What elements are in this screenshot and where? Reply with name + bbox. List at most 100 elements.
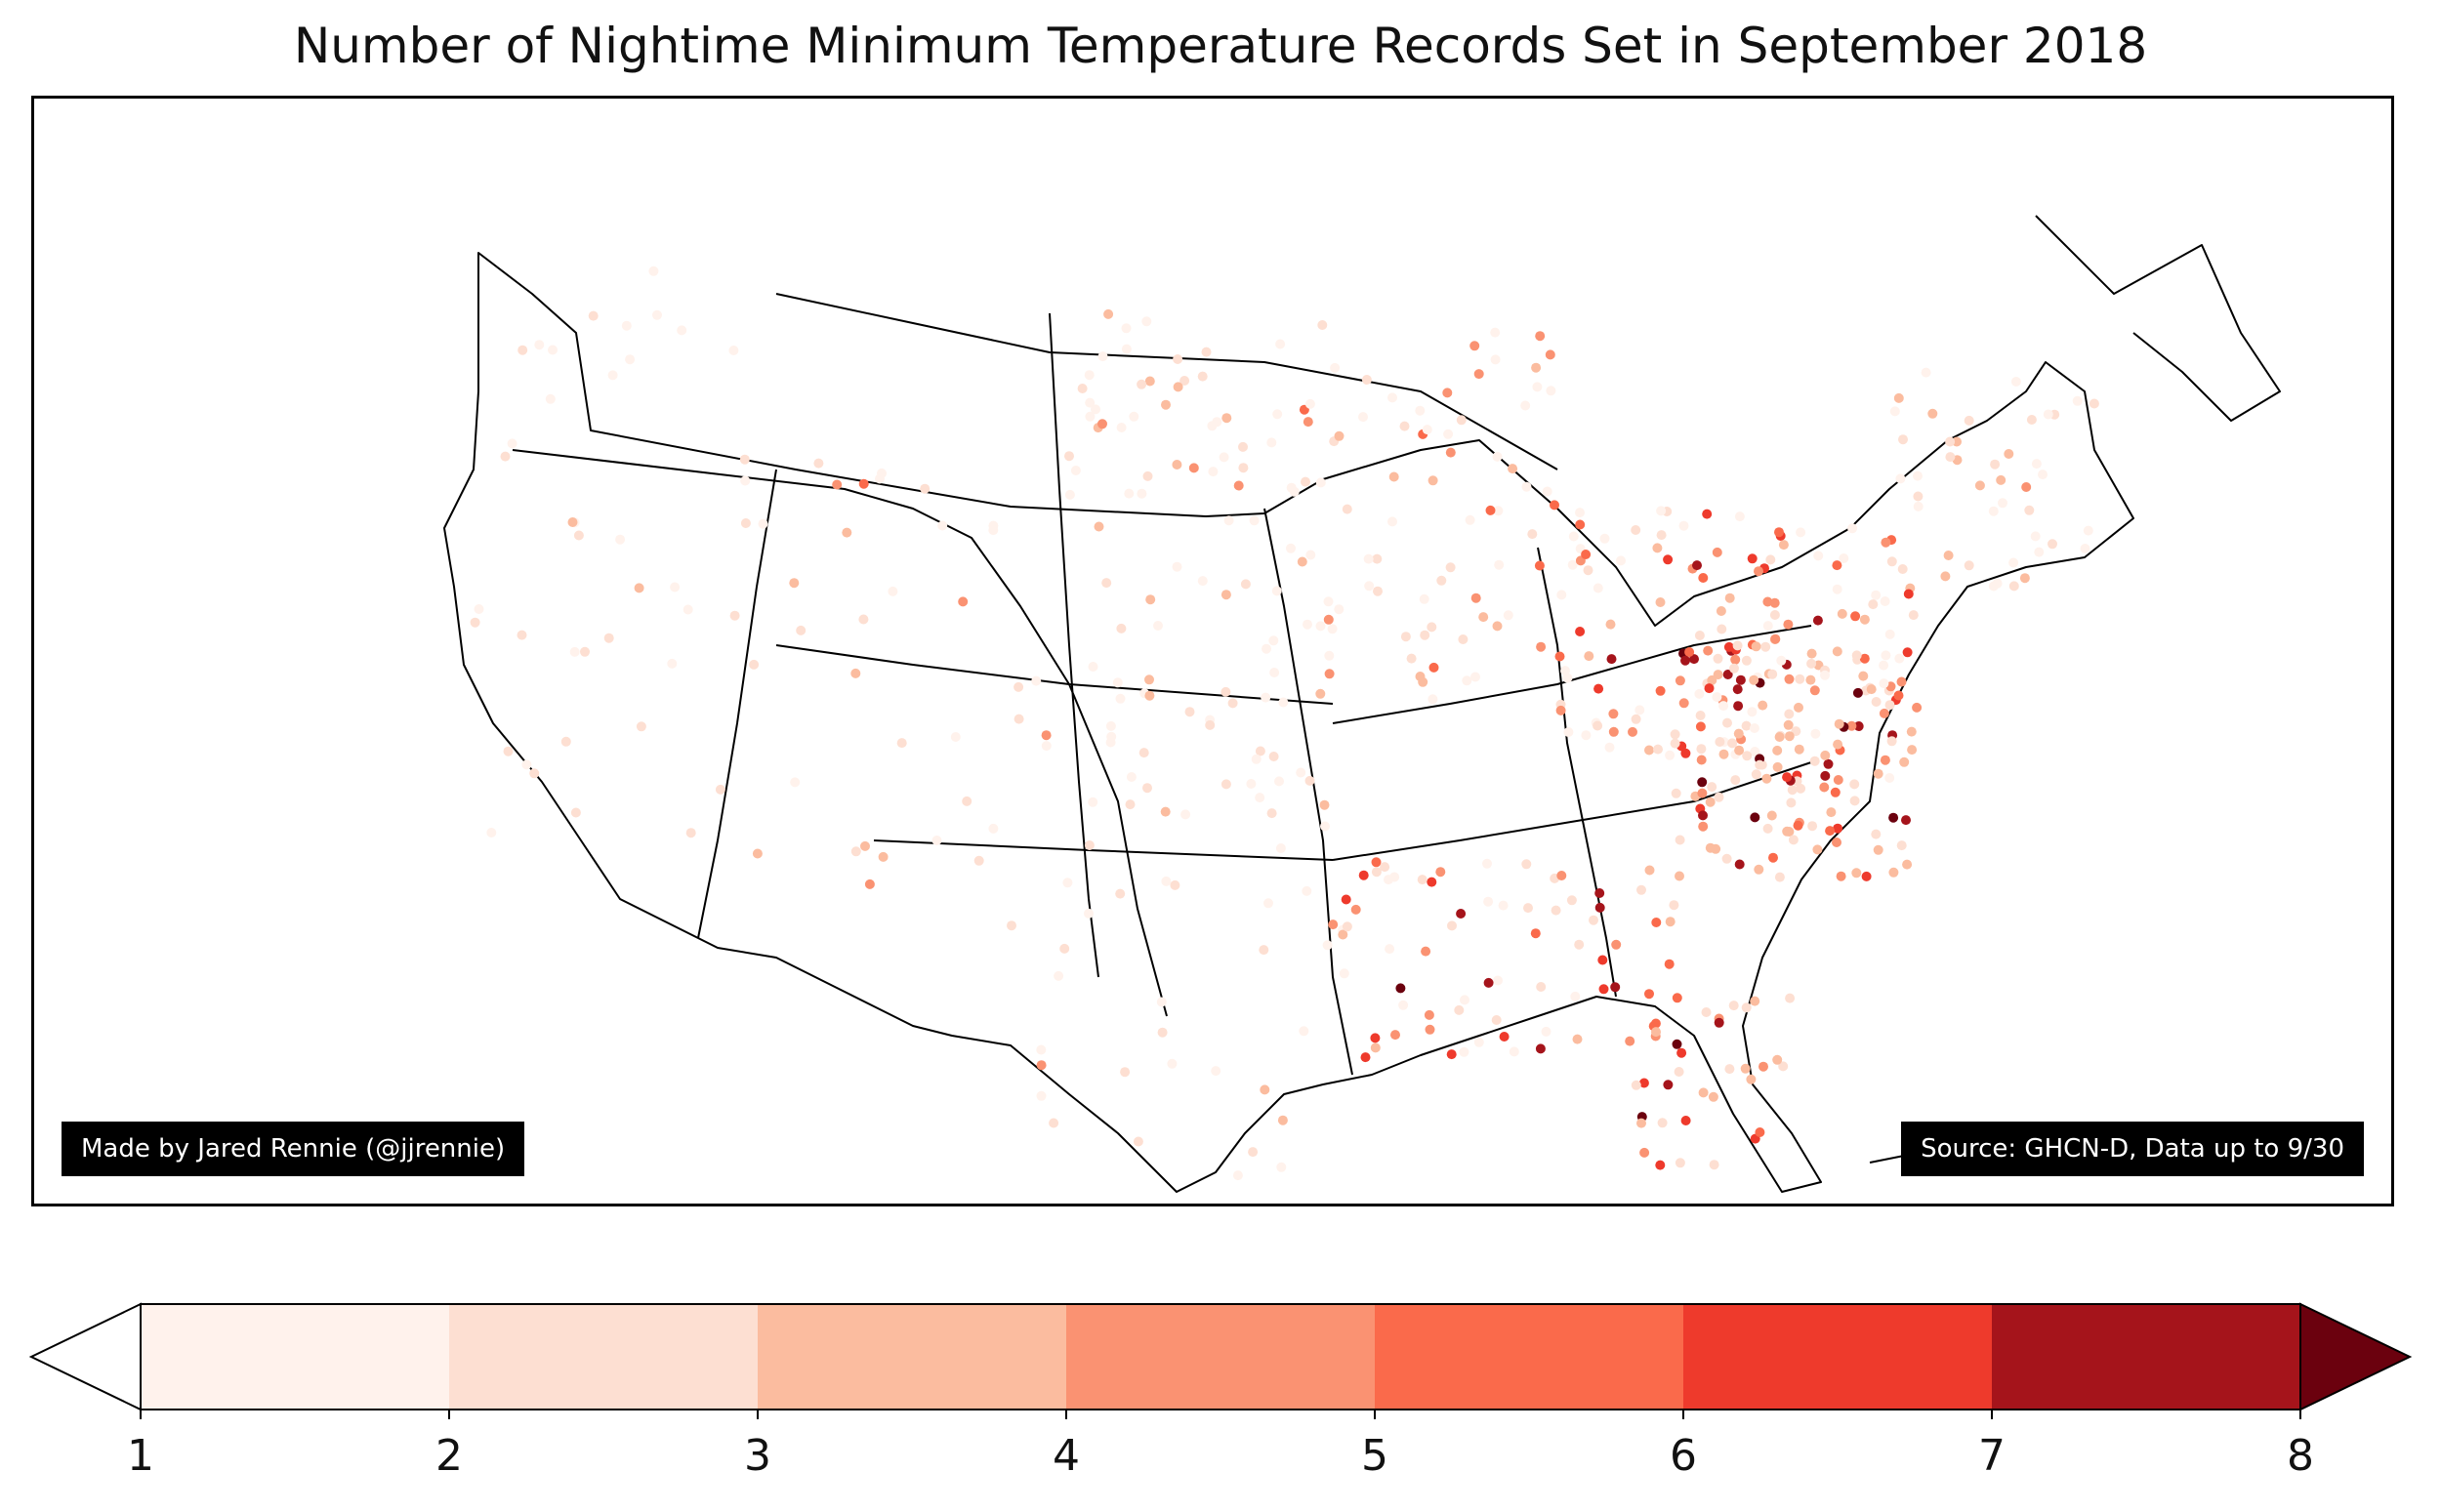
station-dot xyxy=(728,346,739,355)
station-dot xyxy=(517,630,527,640)
station-dot xyxy=(1556,590,1567,600)
station-dot xyxy=(1765,554,1776,565)
station-dot xyxy=(1644,865,1655,876)
station-dot xyxy=(634,583,644,593)
station-dot xyxy=(1913,470,1923,481)
station-dot xyxy=(1742,751,1753,761)
station-dot xyxy=(1208,467,1219,477)
station-dot xyxy=(1320,821,1330,832)
station-dot xyxy=(1722,670,1733,679)
station-dot xyxy=(1823,758,1834,769)
station-dot xyxy=(1031,675,1042,686)
station-dot xyxy=(832,479,843,490)
station-dot xyxy=(1509,1046,1519,1057)
station-dot xyxy=(1689,654,1699,665)
station-dot xyxy=(1871,590,1882,600)
station-dot xyxy=(1395,983,1406,994)
station-dot xyxy=(560,736,571,747)
station-dot xyxy=(1793,820,1803,831)
station-dot xyxy=(1940,571,1951,582)
station-dot xyxy=(1819,782,1830,793)
station-dot xyxy=(1634,705,1645,715)
station-dot xyxy=(1698,1087,1709,1098)
station-dot xyxy=(507,438,517,449)
station-dot xyxy=(1713,670,1723,680)
station-dot xyxy=(1223,515,1234,526)
station-dot xyxy=(1853,721,1864,731)
station-dot xyxy=(1741,720,1752,731)
station-dot xyxy=(1424,1009,1434,1020)
station-dot xyxy=(1197,576,1208,587)
station-dot xyxy=(1805,674,1816,685)
station-dot xyxy=(652,309,662,320)
station-dot xyxy=(1494,559,1505,570)
station-dot xyxy=(1593,583,1603,593)
station-dot xyxy=(1832,560,1842,571)
station-dot xyxy=(1233,480,1244,491)
station-dot xyxy=(1144,376,1155,387)
station-dot xyxy=(1124,488,1135,499)
station-dot xyxy=(1240,579,1251,590)
station-dot xyxy=(1088,797,1098,807)
station-dot xyxy=(920,483,931,494)
station-dot xyxy=(1813,551,1824,561)
station-dot xyxy=(1304,775,1315,786)
station-dot xyxy=(580,646,590,657)
station-dot xyxy=(1421,946,1431,957)
station-dot xyxy=(1636,884,1646,895)
station-dot xyxy=(1442,388,1453,398)
station-dot xyxy=(1733,701,1744,712)
station-dot xyxy=(529,768,540,779)
station-dot xyxy=(1085,411,1096,422)
station-dot xyxy=(1906,726,1917,737)
station-dot xyxy=(1722,717,1732,728)
station-dot xyxy=(1832,838,1841,847)
station-dot xyxy=(1420,630,1430,640)
station-dot xyxy=(2030,531,2041,542)
station-dot xyxy=(888,586,898,596)
station-dot xyxy=(1436,575,1447,586)
station-dot xyxy=(1173,382,1183,392)
border-south xyxy=(1332,761,1812,861)
station-dot xyxy=(1054,970,1064,981)
station-dot xyxy=(1858,671,1869,681)
station-dot xyxy=(1364,581,1375,592)
station-dot xyxy=(1786,797,1797,808)
station-dot xyxy=(1796,527,1806,538)
station-dot xyxy=(1415,672,1426,681)
station-dot xyxy=(1747,707,1758,717)
station-dot xyxy=(1129,411,1139,422)
station-dot xyxy=(1766,810,1777,821)
station-dot xyxy=(1541,1026,1551,1037)
station-dot xyxy=(1341,894,1351,905)
station-dot xyxy=(1334,604,1345,615)
station-dot xyxy=(1599,533,1610,544)
station-dot xyxy=(2043,409,2053,420)
station-dot xyxy=(1508,464,1518,474)
station-dot xyxy=(1769,597,1780,608)
station-dot xyxy=(1323,596,1334,607)
station-dot xyxy=(1809,685,1820,696)
station-dot xyxy=(1350,904,1361,915)
station-dot xyxy=(1255,793,1265,803)
station-dot xyxy=(1974,480,1985,491)
station-dot xyxy=(1712,547,1722,557)
station-dot xyxy=(1371,857,1382,868)
station-dot xyxy=(1833,823,1843,834)
colorbar-segments xyxy=(28,1302,2413,1411)
station-dot xyxy=(850,668,861,678)
station-dot xyxy=(1714,792,1724,802)
station-dot xyxy=(1248,1147,1259,1158)
station-dot xyxy=(1861,871,1872,881)
station-dot xyxy=(813,458,824,469)
station-dot xyxy=(1470,672,1480,682)
station-dot xyxy=(1428,662,1439,673)
station-dot xyxy=(545,393,556,404)
station-dot xyxy=(1772,1054,1783,1065)
station-dot xyxy=(1785,993,1796,1003)
station-dot xyxy=(1542,486,1552,497)
station-dot xyxy=(667,658,678,669)
station-dot xyxy=(1531,362,1542,373)
station-dot xyxy=(1064,489,1075,500)
station-dot xyxy=(573,530,584,541)
